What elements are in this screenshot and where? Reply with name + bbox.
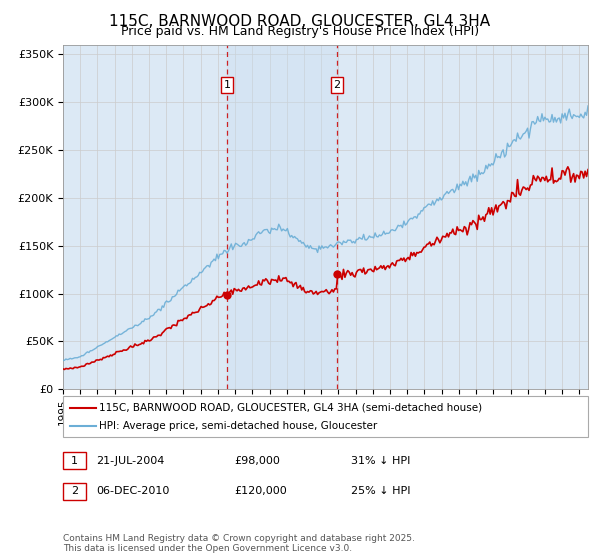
Bar xyxy=(227,45,337,389)
Text: 115C, BARNWOOD ROAD, GLOUCESTER, GL4 3HA (semi-detached house): 115C, BARNWOOD ROAD, GLOUCESTER, GL4 3HA… xyxy=(99,403,482,413)
Text: 21-JUL-2004: 21-JUL-2004 xyxy=(96,456,164,466)
Text: 25% ↓ HPI: 25% ↓ HPI xyxy=(351,486,410,496)
Text: 2: 2 xyxy=(71,486,78,496)
Text: £120,000: £120,000 xyxy=(234,486,287,496)
Text: 2: 2 xyxy=(334,80,341,90)
Text: 1: 1 xyxy=(224,80,231,90)
Text: HPI: Average price, semi-detached house, Gloucester: HPI: Average price, semi-detached house,… xyxy=(99,421,377,431)
Text: 31% ↓ HPI: 31% ↓ HPI xyxy=(351,456,410,466)
Text: 06-DEC-2010: 06-DEC-2010 xyxy=(96,486,169,496)
Text: Price paid vs. HM Land Registry's House Price Index (HPI): Price paid vs. HM Land Registry's House … xyxy=(121,25,479,38)
Text: Contains HM Land Registry data © Crown copyright and database right 2025.
This d: Contains HM Land Registry data © Crown c… xyxy=(63,534,415,553)
Text: £98,000: £98,000 xyxy=(234,456,280,466)
Text: 1: 1 xyxy=(71,456,78,466)
Text: 115C, BARNWOOD ROAD, GLOUCESTER, GL4 3HA: 115C, BARNWOOD ROAD, GLOUCESTER, GL4 3HA xyxy=(109,14,491,29)
